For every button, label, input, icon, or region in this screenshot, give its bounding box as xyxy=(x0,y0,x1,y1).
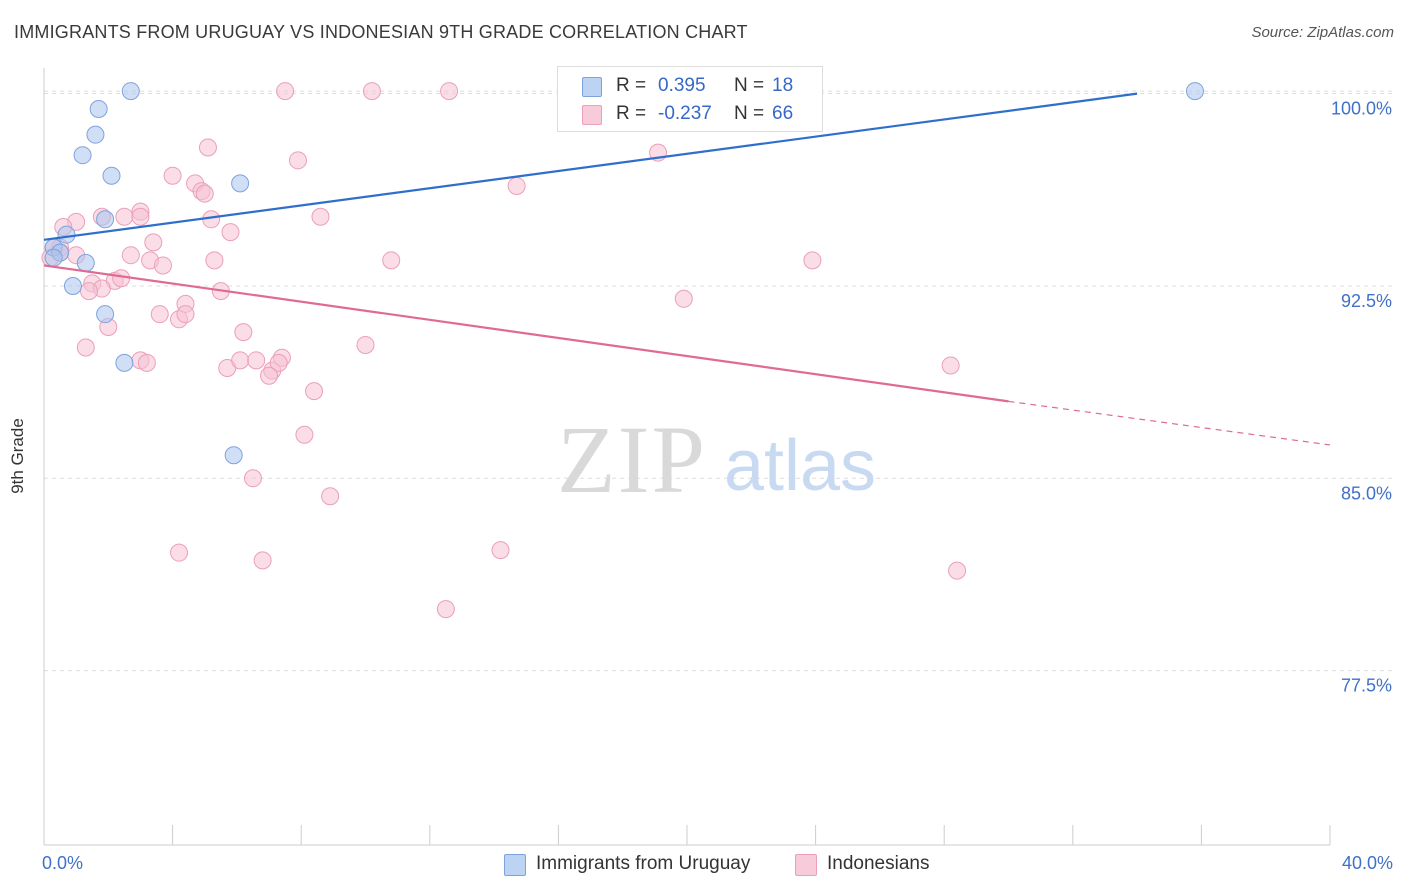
point-uruguay xyxy=(63,276,82,295)
chart-title: IMMIGRANTS FROM URUGUAY VS INDONESIAN 9T… xyxy=(14,22,748,42)
point-uruguay xyxy=(102,166,121,185)
legend-label-uruguay: Immigrants from Uruguay xyxy=(536,853,751,874)
point-indonesians xyxy=(948,561,967,580)
stats-box: R = 0.395 N = 18 R = -0.237 N = 66 xyxy=(557,66,823,132)
watermark: ZIP atlas xyxy=(557,406,876,513)
point-indonesians xyxy=(491,541,510,560)
point-indonesians xyxy=(231,351,250,370)
watermark-zip: ZIP xyxy=(557,406,707,513)
trend-line-indonesians-extrapolated xyxy=(1008,400,1331,446)
point-indonesians xyxy=(253,551,272,570)
point-indonesians xyxy=(803,251,822,270)
point-indonesians xyxy=(674,289,693,308)
legend-swatch-uruguay xyxy=(504,854,526,876)
watermark-atlas: atlas xyxy=(724,426,876,506)
legend-swatch-indonesians xyxy=(795,854,817,876)
point-indonesians xyxy=(170,543,189,562)
stats-n-label: N = xyxy=(734,75,765,96)
point-uruguay xyxy=(86,125,105,144)
point-indonesians xyxy=(382,251,401,270)
point-indonesians xyxy=(295,425,314,444)
stats-r-value: -0.237 xyxy=(658,103,712,124)
point-uruguay xyxy=(73,146,92,165)
point-indonesians xyxy=(137,353,156,372)
point-indonesians xyxy=(198,138,217,157)
point-uruguay xyxy=(224,446,243,465)
stats-r-label: R = xyxy=(616,103,647,124)
point-indonesians xyxy=(941,356,960,375)
point-indonesians xyxy=(80,282,99,301)
stats-n-value: 18 xyxy=(772,75,794,96)
y-axis-label: 9th Grade xyxy=(8,418,27,494)
point-indonesians xyxy=(205,251,224,270)
point-indonesians xyxy=(76,338,95,357)
tick-label-layer: 77.5% 85.0% 92.5% 100.0% 0.0% 40.0% xyxy=(42,99,1393,873)
stats-row-uruguay: R = 0.395 N = 18 xyxy=(558,72,822,100)
point-indonesians xyxy=(247,351,266,370)
point-indonesians xyxy=(234,323,253,342)
stats-n-label: N = xyxy=(734,103,765,124)
point-indonesians xyxy=(150,305,169,324)
axis-layer xyxy=(43,68,1331,846)
point-indonesians xyxy=(362,82,381,101)
point-uruguay xyxy=(89,100,108,119)
stats-row-indonesians: R = -0.237 N = 66 xyxy=(558,100,822,128)
point-indonesians xyxy=(311,207,330,226)
point-uruguay xyxy=(231,174,250,193)
trend-layer xyxy=(43,92,1331,446)
point-uruguay xyxy=(57,225,76,244)
point-indonesians xyxy=(144,233,163,252)
stats-swatch-indonesians xyxy=(582,105,602,125)
point-indonesians xyxy=(288,151,307,170)
y-tick-label: 85.0% xyxy=(1341,483,1392,503)
x-tick-label: 0.0% xyxy=(42,853,83,873)
point-indonesians xyxy=(153,256,172,275)
y-tick-label: 100.0% xyxy=(1331,99,1392,119)
point-indonesians xyxy=(195,184,214,203)
point-uruguay xyxy=(96,305,115,324)
point-indonesians xyxy=(176,305,195,324)
point-uruguay xyxy=(96,210,115,229)
point-indonesians xyxy=(440,82,459,101)
point-uruguay xyxy=(44,248,63,267)
stats-r-value: 0.395 xyxy=(658,75,706,96)
point-indonesians xyxy=(221,223,240,242)
legend: Immigrants from Uruguay Indonesians xyxy=(0,850,1406,880)
point-uruguay xyxy=(1185,82,1204,101)
point-indonesians xyxy=(269,353,288,372)
stats-swatch-uruguay xyxy=(582,77,602,97)
point-indonesians xyxy=(436,600,455,619)
source-credit: Source: ZipAtlas.com xyxy=(1251,24,1394,41)
point-indonesians xyxy=(356,335,375,354)
point-indonesians xyxy=(131,207,150,226)
point-indonesians xyxy=(163,166,182,185)
stats-r-label: R = xyxy=(616,75,647,96)
point-indonesians xyxy=(507,176,526,195)
point-uruguay xyxy=(121,82,140,101)
point-indonesians xyxy=(243,469,262,488)
trend-line-uruguay xyxy=(43,92,1138,241)
point-indonesians xyxy=(115,207,134,226)
point-indonesians xyxy=(305,382,324,401)
legend-label-indonesians: Indonesians xyxy=(827,853,930,874)
y-tick-label: 92.5% xyxy=(1341,291,1392,311)
point-indonesians xyxy=(260,366,279,385)
point-indonesians xyxy=(121,246,140,265)
trend-line-indonesians xyxy=(43,264,1009,403)
point-indonesians xyxy=(321,487,340,506)
y-tick-label: 77.5% xyxy=(1341,676,1392,696)
stats-n-value: 66 xyxy=(772,103,794,124)
point-uruguay xyxy=(76,253,95,272)
point-uruguay xyxy=(115,353,134,372)
point-indonesians xyxy=(276,82,295,101)
x-tick-label: 40.0% xyxy=(1342,853,1393,873)
